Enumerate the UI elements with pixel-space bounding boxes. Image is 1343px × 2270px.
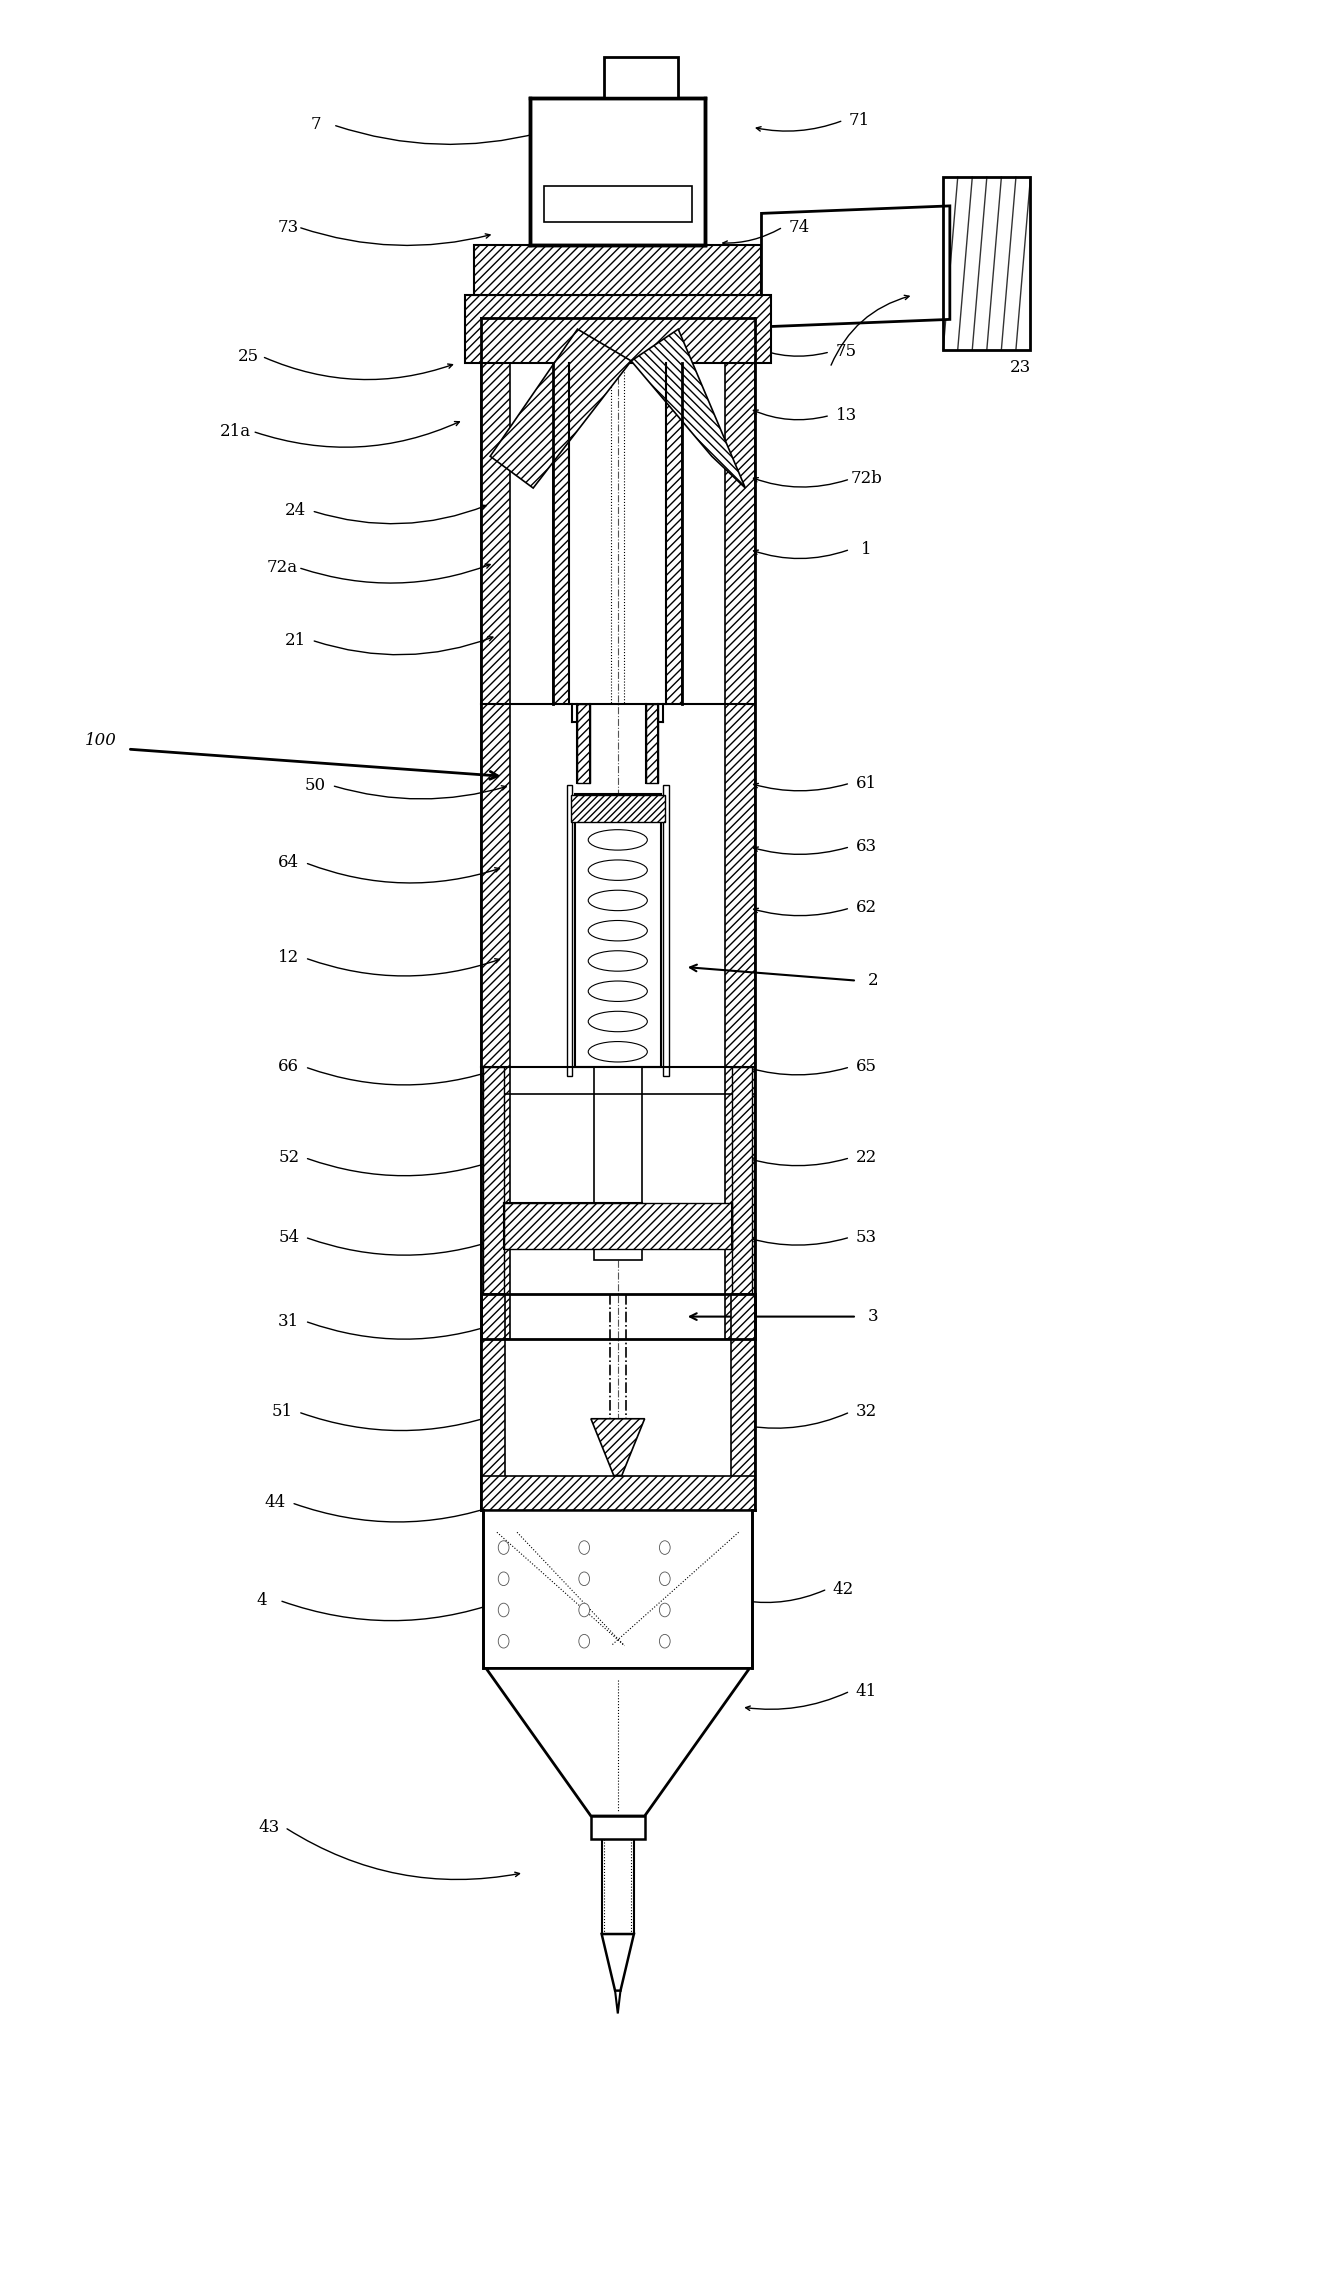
Ellipse shape: [588, 951, 647, 972]
Ellipse shape: [588, 1042, 647, 1062]
Text: 44: 44: [265, 1494, 286, 1512]
Ellipse shape: [588, 799, 647, 819]
Ellipse shape: [498, 1603, 509, 1616]
Ellipse shape: [659, 1541, 670, 1555]
Ellipse shape: [588, 1010, 647, 1031]
Ellipse shape: [588, 860, 647, 881]
Bar: [481, 318, 510, 1339]
Text: 73: 73: [278, 218, 299, 236]
Ellipse shape: [498, 1634, 509, 1648]
Bar: [943, 177, 1030, 350]
Text: 32: 32: [855, 1403, 877, 1421]
Ellipse shape: [579, 1603, 590, 1616]
Bar: [725, 318, 755, 1339]
Bar: [483, 1067, 504, 1294]
Bar: [465, 295, 771, 363]
Ellipse shape: [579, 1634, 590, 1648]
Bar: [663, 785, 669, 1076]
Text: 25: 25: [238, 347, 259, 365]
Bar: [731, 1294, 755, 1510]
Text: 66: 66: [278, 1058, 299, 1076]
Bar: [575, 794, 661, 1067]
Ellipse shape: [659, 1634, 670, 1648]
Ellipse shape: [498, 1541, 509, 1555]
Polygon shape: [591, 1419, 645, 1476]
Polygon shape: [490, 329, 631, 488]
Bar: [481, 1294, 505, 1510]
Bar: [577, 704, 590, 783]
Text: 100: 100: [85, 731, 117, 749]
Bar: [594, 1067, 642, 1260]
Text: 13: 13: [835, 406, 857, 424]
Ellipse shape: [588, 981, 647, 1001]
Bar: [481, 1476, 755, 1510]
Text: 75: 75: [835, 343, 857, 361]
Polygon shape: [631, 329, 745, 488]
Text: 53: 53: [855, 1228, 877, 1246]
Text: 7: 7: [310, 116, 321, 134]
Text: 50: 50: [305, 776, 326, 794]
Ellipse shape: [588, 831, 647, 849]
Bar: [591, 1816, 645, 1839]
Text: 63: 63: [855, 838, 877, 856]
Bar: [504, 1203, 732, 1249]
Text: 31: 31: [278, 1312, 299, 1330]
Polygon shape: [486, 1668, 749, 1816]
Text: 2: 2: [868, 972, 878, 990]
Bar: [483, 1510, 752, 1668]
Text: 72a: 72a: [266, 558, 298, 577]
Text: 71: 71: [849, 111, 870, 129]
Text: 43: 43: [258, 1818, 279, 1836]
Bar: [544, 186, 692, 222]
Bar: [474, 245, 761, 295]
Text: 3: 3: [868, 1308, 878, 1326]
Ellipse shape: [498, 1571, 509, 1584]
Bar: [530, 98, 705, 245]
Text: 52: 52: [278, 1149, 299, 1167]
Text: 21a: 21a: [219, 422, 251, 440]
Ellipse shape: [588, 890, 647, 910]
Bar: [646, 704, 658, 783]
Text: 61: 61: [855, 774, 877, 792]
Text: 42: 42: [833, 1580, 854, 1598]
Ellipse shape: [659, 1603, 670, 1616]
Text: 41: 41: [855, 1682, 877, 1700]
Polygon shape: [615, 1991, 620, 2013]
Polygon shape: [761, 207, 950, 327]
Text: 72b: 72b: [850, 470, 882, 488]
Bar: [553, 363, 569, 704]
Text: 62: 62: [855, 899, 877, 917]
Bar: [604, 57, 678, 98]
Text: 65: 65: [855, 1058, 877, 1076]
Polygon shape: [602, 1934, 634, 1991]
Text: 54: 54: [278, 1228, 299, 1246]
Text: 1: 1: [861, 540, 872, 558]
Bar: [567, 785, 572, 1076]
Text: 22: 22: [855, 1149, 877, 1167]
Text: 51: 51: [271, 1403, 293, 1421]
Text: 24: 24: [285, 502, 306, 520]
Ellipse shape: [579, 1541, 590, 1555]
Bar: [571, 794, 665, 822]
Text: 12: 12: [278, 949, 299, 967]
Bar: [602, 1839, 634, 1934]
Text: 21: 21: [285, 631, 306, 649]
Text: 74: 74: [788, 218, 810, 236]
Text: 4: 4: [257, 1591, 267, 1609]
Text: 23: 23: [1010, 359, 1031, 377]
Bar: [666, 363, 682, 704]
Ellipse shape: [588, 922, 647, 940]
Text: 64: 64: [278, 854, 299, 872]
Ellipse shape: [659, 1571, 670, 1584]
Ellipse shape: [579, 1571, 590, 1584]
Bar: [732, 1067, 752, 1294]
